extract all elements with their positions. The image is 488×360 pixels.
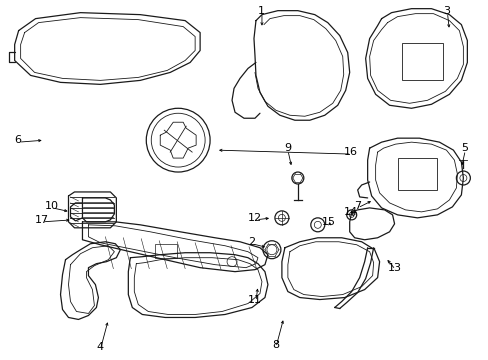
Bar: [401, 42, 443, 80]
Text: 4: 4: [96, 342, 103, 352]
Text: 1: 1: [258, 6, 264, 15]
Text: 6: 6: [15, 135, 21, 145]
Text: 17: 17: [35, 215, 49, 225]
Text: 16: 16: [343, 147, 357, 157]
Text: 15: 15: [321, 217, 335, 227]
Text: 12: 12: [247, 213, 262, 223]
Text: 2: 2: [247, 237, 255, 247]
Text: 8: 8: [271, 340, 279, 350]
Bar: [397, 158, 437, 190]
Text: 11: 11: [247, 294, 262, 305]
Text: 13: 13: [387, 263, 401, 273]
Text: 3: 3: [443, 6, 449, 15]
Text: 7: 7: [353, 201, 360, 211]
Text: 14: 14: [343, 207, 357, 217]
Text: 5: 5: [461, 143, 468, 153]
Text: 10: 10: [44, 201, 59, 211]
Bar: [155, 244, 177, 258]
Text: 9: 9: [284, 143, 290, 153]
